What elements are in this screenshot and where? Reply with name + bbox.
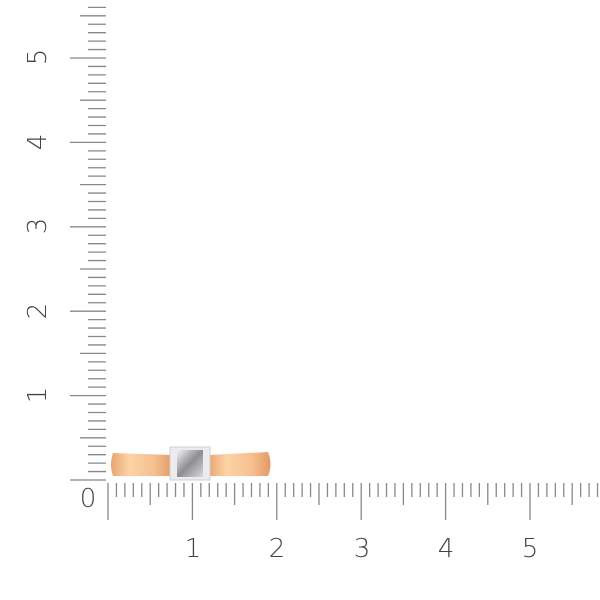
y-label: 5 xyxy=(23,49,53,66)
ring-band-right xyxy=(208,452,271,476)
x-label: 1 xyxy=(185,534,202,564)
y-label: 2 xyxy=(23,303,53,320)
y-label: 4 xyxy=(23,134,53,151)
diamond-stone xyxy=(177,450,203,477)
x-label: 4 xyxy=(438,534,455,564)
y-label: 3 xyxy=(23,218,53,235)
origin-label: 0 xyxy=(80,484,97,514)
x-ruler xyxy=(107,483,599,520)
y-labels: 1 2 3 4 5 xyxy=(23,49,53,404)
x-label: 5 xyxy=(522,534,539,564)
x-label: 2 xyxy=(269,534,286,564)
ring-band-left xyxy=(111,453,172,476)
x-labels: 1 2 3 4 5 xyxy=(185,534,539,564)
y-label: 1 xyxy=(23,387,53,404)
y-ruler xyxy=(70,6,106,481)
x-label: 3 xyxy=(354,534,371,564)
ring xyxy=(111,446,271,481)
